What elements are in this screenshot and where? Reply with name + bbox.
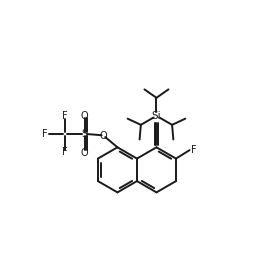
Text: O: O xyxy=(100,131,108,141)
Text: F: F xyxy=(62,147,68,157)
Text: F: F xyxy=(62,111,68,121)
Text: S: S xyxy=(81,129,88,139)
Text: O: O xyxy=(81,147,88,158)
Text: F: F xyxy=(42,129,47,139)
Text: F: F xyxy=(191,145,197,155)
Text: O: O xyxy=(81,111,88,121)
Text: Si: Si xyxy=(152,111,161,121)
